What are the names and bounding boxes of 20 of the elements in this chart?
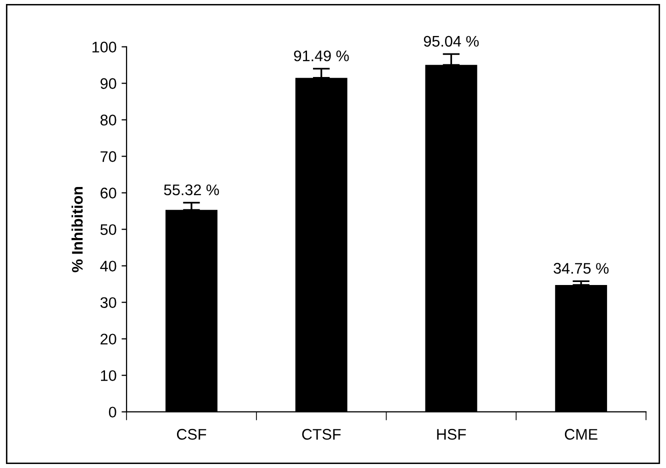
y-tick-label: 100 [92,42,116,52]
y-tick-label: 50 [100,224,116,236]
y-tick-label: 80 [100,114,116,126]
x-tick-label: HSF [437,428,466,440]
data-label: 95.04 % [424,36,479,47]
x-tick-label: CME [564,428,598,440]
y-tick-label: 40 [100,260,116,272]
y-tick-label: 10 [100,370,116,382]
y-axis-title: % Inhibition [72,186,83,272]
x-tick-label: CTSF [302,428,341,440]
data-label: 91.49 % [294,50,349,62]
y-tick-label: 0 [108,406,116,418]
data-label: 34.75 % [554,262,609,274]
x-tick-label: CSF [176,428,206,440]
data-label: 55.32 % [164,184,219,196]
y-tick-label: 70 [100,151,116,162]
y-tick-label: 20 [100,334,116,345]
y-tick-label: 60 [100,188,116,198]
y-tick-label: 90 [100,78,116,89]
y-tick-label: 30 [100,297,116,308]
